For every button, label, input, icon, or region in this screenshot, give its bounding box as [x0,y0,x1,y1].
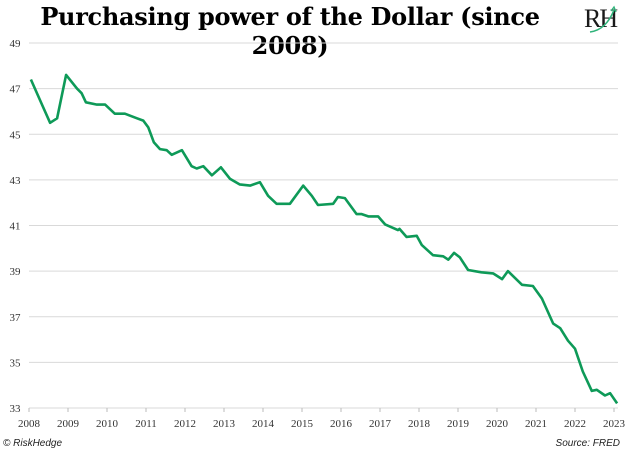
y-tick-label: 35 [10,357,22,369]
x-tick-label: 2011 [135,418,157,430]
gridlines [29,42,618,409]
x-tick-label: 2010 [96,418,119,430]
y-tick-label: 33 [10,403,22,415]
x-tick-label: 2016 [330,418,353,430]
x-tick-label: 2014 [252,418,275,430]
y-tick-label: 43 [10,175,22,187]
x-tick-label: 2013 [213,418,236,430]
y-tick-label: 41 [10,221,21,233]
riskhedge-logo: RH [580,4,625,34]
y-tick-label: 37 [10,312,22,324]
x-tick-label: 2008 [18,418,41,430]
x-tick-label: 2018 [408,418,431,430]
x-tick-label: 2021 [525,418,547,430]
x-tick-label: 2017 [369,418,392,430]
y-tick-label: 49 [10,38,22,50]
chart-title: Purchasing power of the Dollar (since 20… [40,2,540,60]
y-tick-label: 45 [10,129,22,141]
x-tick-label: 2020 [486,418,509,430]
copyright-text: © RiskHedge [3,438,63,449]
y-tick-label: 39 [10,266,22,278]
source-text: Source: FRED [555,438,620,449]
y-tick-label: 47 [10,84,22,96]
x-tick-label: 2009 [57,418,80,430]
series-line-purchasing-power [29,73,619,405]
x-axis-ticks: 2008 2009 2010 2011 2012 2013 2014 2015 2016 2017… [18,408,626,430]
x-tick-label: 2012 [174,418,196,430]
x-tick-label: 2019 [447,418,470,430]
y-axis-ticks: 33 35 37 39 41 43 45 47 49 [10,38,22,415]
x-tick-label: 2023 [603,418,626,430]
x-tick-label: 2015 [291,418,314,430]
logo-arrow-icon [589,5,617,33]
x-tick-label: 2022 [564,418,586,430]
